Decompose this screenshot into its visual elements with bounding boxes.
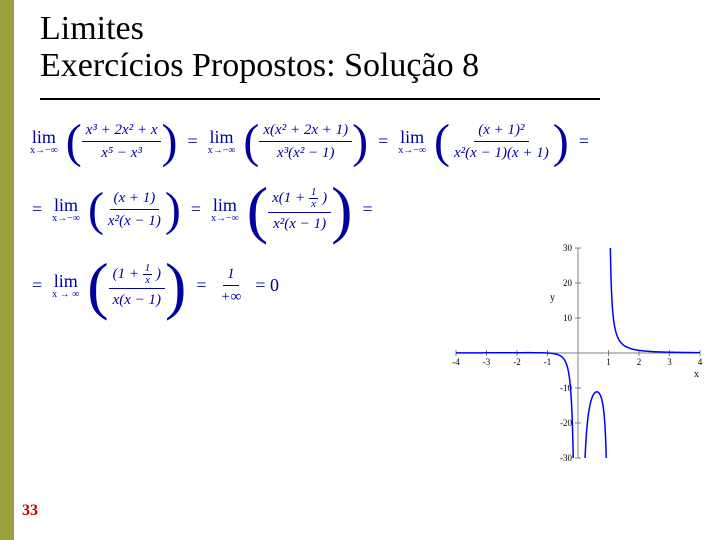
title-line2: Exercícios Propostos: Solução 8: [40, 47, 479, 84]
term-1b: x(x² + 2x + 1) x³(x² − 1): [243, 120, 368, 163]
svg-text:-30: -30: [560, 453, 572, 463]
lim-1c: lim x→−∞: [398, 128, 426, 156]
math-row-1: lim x→−∞ x³ + 2x² + x x⁵ − x³ = lim x→−∞…: [30, 120, 690, 163]
accent-bar: [0, 0, 14, 540]
lim-2b: lim x→−∞: [211, 196, 239, 224]
title-underline: [40, 98, 600, 100]
lim-1a: lim x→−∞: [30, 128, 58, 156]
term-2a: (x + 1) x²(x − 1): [88, 188, 181, 231]
svg-text:-2: -2: [513, 357, 521, 367]
title-block: Limites Exercícios Propostos: Solução 8: [40, 10, 479, 85]
svg-text:4: 4: [698, 357, 703, 367]
math-row-2: = lim x→−∞ (x + 1) x²(x − 1) = lim x→−∞ …: [30, 181, 690, 239]
svg-text:2: 2: [637, 357, 642, 367]
svg-text:x: x: [694, 369, 699, 380]
function-chart: -4-3-2-11234-30-20-10102030xy: [420, 240, 710, 480]
term-3a: (1 + 1 x ) x(x − 1): [87, 257, 186, 315]
lim-2a: lim x→−∞: [52, 196, 80, 224]
svg-text:20: 20: [563, 278, 573, 288]
result-frac: 1 +∞: [217, 265, 246, 306]
svg-text:30: 30: [563, 243, 573, 253]
svg-text:1: 1: [606, 357, 611, 367]
term-2b: x(1 + 1 x ) x²(x − 1): [247, 181, 353, 239]
svg-text:-4: -4: [452, 357, 460, 367]
svg-text:10: 10: [563, 313, 573, 323]
svg-text:3: 3: [667, 357, 672, 367]
term-1a: x³ + 2x² + x x⁵ − x³: [66, 120, 178, 163]
title-line1: Limites: [40, 10, 479, 47]
svg-text:-1: -1: [544, 357, 552, 367]
svg-text:-20: -20: [560, 418, 572, 428]
lim-1b: lim x→−∞: [208, 128, 236, 156]
term-1c: (x + 1)² x²(x − 1)(x + 1): [434, 120, 569, 163]
svg-text:-3: -3: [483, 357, 491, 367]
svg-text:y: y: [550, 293, 555, 304]
page-number: 33: [22, 502, 38, 520]
lim-3a: lim x → ∞: [52, 272, 79, 300]
